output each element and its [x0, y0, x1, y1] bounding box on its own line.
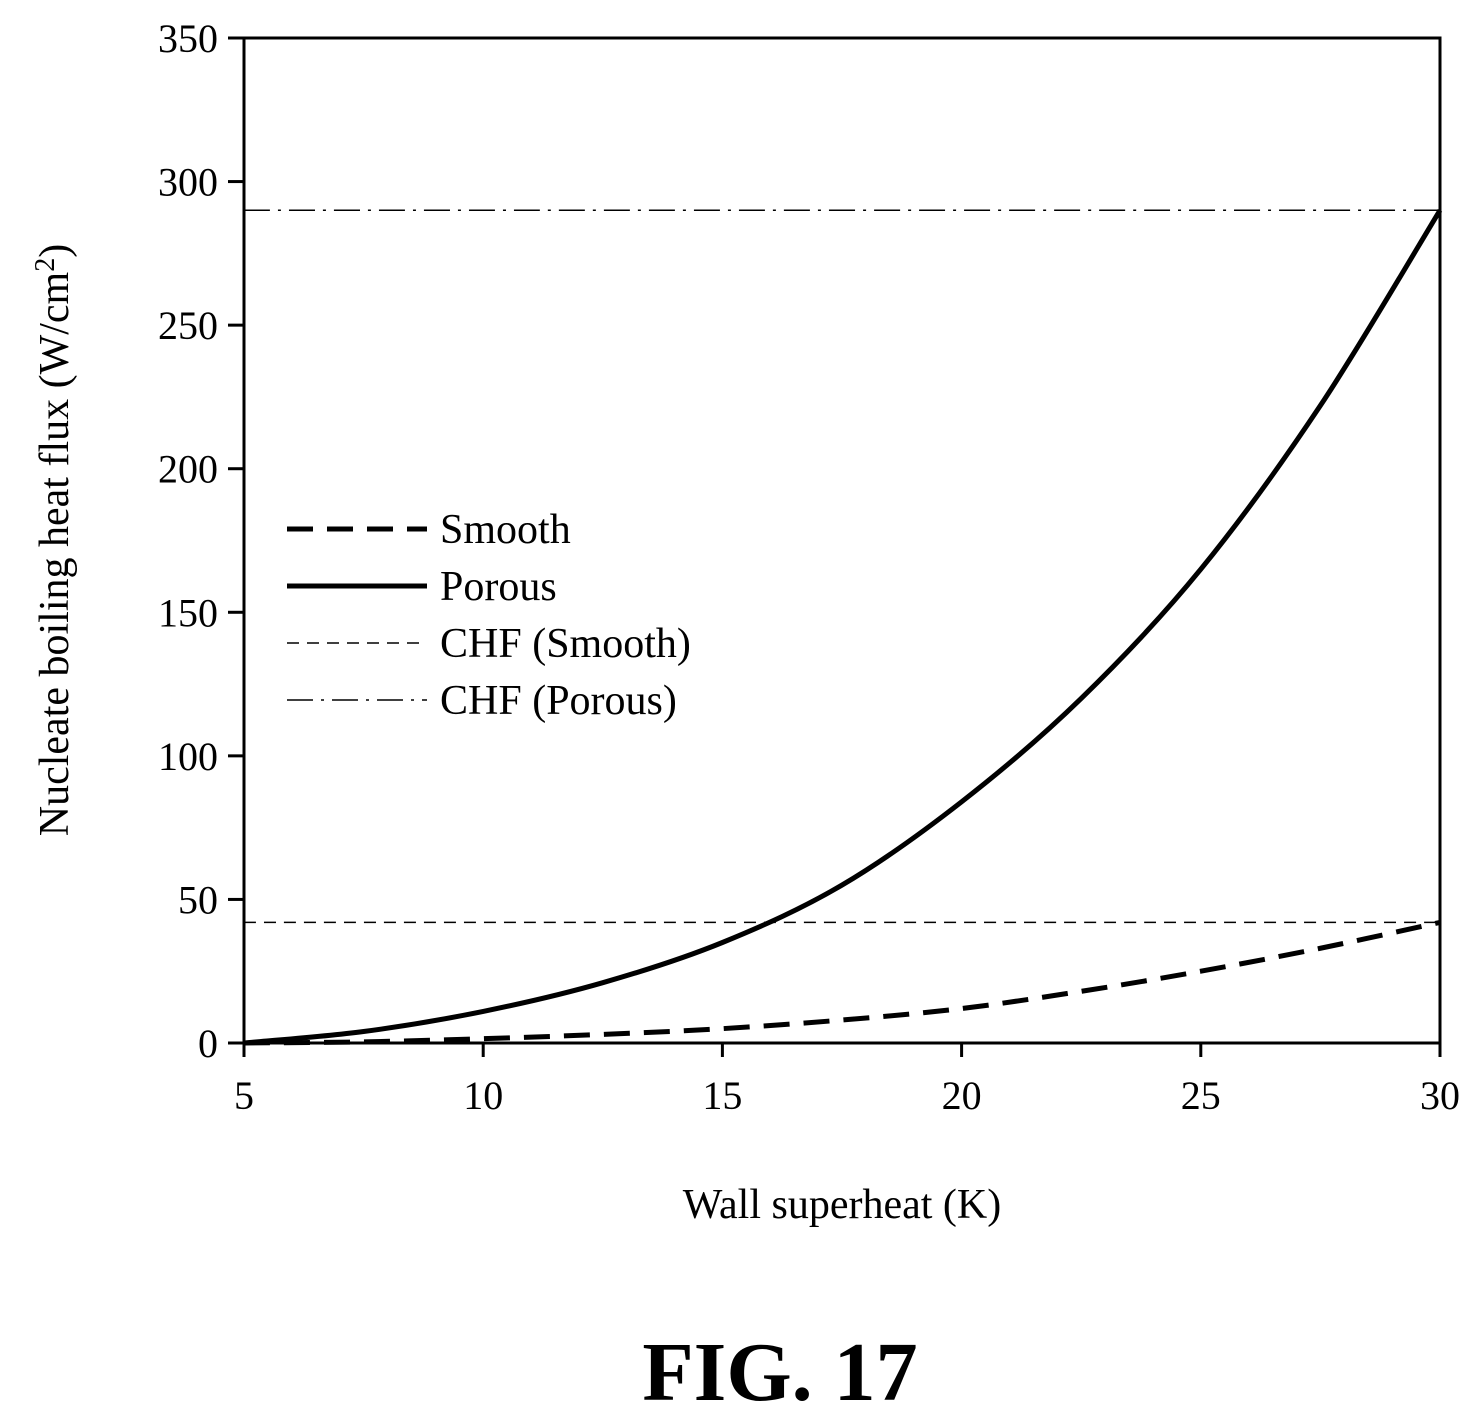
y-tick-label-5: 250: [158, 303, 218, 348]
figure-label: FIG. 17: [642, 1326, 917, 1419]
y-axis-title: Nucleate boiling heat flux (W/cm2): [30, 244, 78, 836]
x-axis-title: Wall superheat (K): [683, 1182, 1002, 1228]
y-axis: 0 50 100 150 200 250 300 350: [158, 16, 244, 1066]
x-tick-label-2: 15: [702, 1073, 742, 1118]
y-tick-label-0: 0: [198, 1021, 218, 1066]
series-lines: [243, 208, 1443, 1046]
legend-label-2: CHF (Smooth): [440, 621, 691, 667]
y-tick-label-6: 300: [158, 160, 218, 205]
y-axis-title-sup: 2: [30, 258, 61, 272]
legend-label-0: Smooth: [440, 507, 571, 553]
x-tick-label-5: 30: [1420, 1073, 1460, 1118]
plot-frame: [242, 36, 1442, 1045]
y-tick-label-1: 50: [178, 877, 218, 922]
x-tick-label-3: 20: [942, 1073, 982, 1118]
x-tick-label-4: 25: [1181, 1073, 1221, 1118]
series-line-0: [243, 919, 1441, 1046]
y-tick-label-3: 150: [158, 590, 218, 635]
y-tick-label-7: 350: [158, 16, 218, 61]
y-tick-label-4: 200: [158, 447, 218, 492]
plot-area: [242, 36, 1443, 1046]
y-tick-label-2: 100: [158, 734, 218, 779]
x-axis: 5 10 15 20 25 30: [234, 1043, 1460, 1118]
series-line-1: [243, 208, 1443, 1046]
x-tick-label-0: 5: [234, 1073, 254, 1118]
y-axis-title-end: ): [32, 244, 78, 258]
x-tick-label-1: 10: [463, 1073, 503, 1118]
y-axis-title-main: Nucleate boiling heat flux (W/cm: [32, 271, 78, 836]
legend-label-3: CHF (Porous): [440, 678, 677, 724]
legend-label-1: Porous: [440, 564, 557, 610]
legend: Smooth Porous CHF (Smooth) CHF (Porous): [287, 507, 691, 724]
